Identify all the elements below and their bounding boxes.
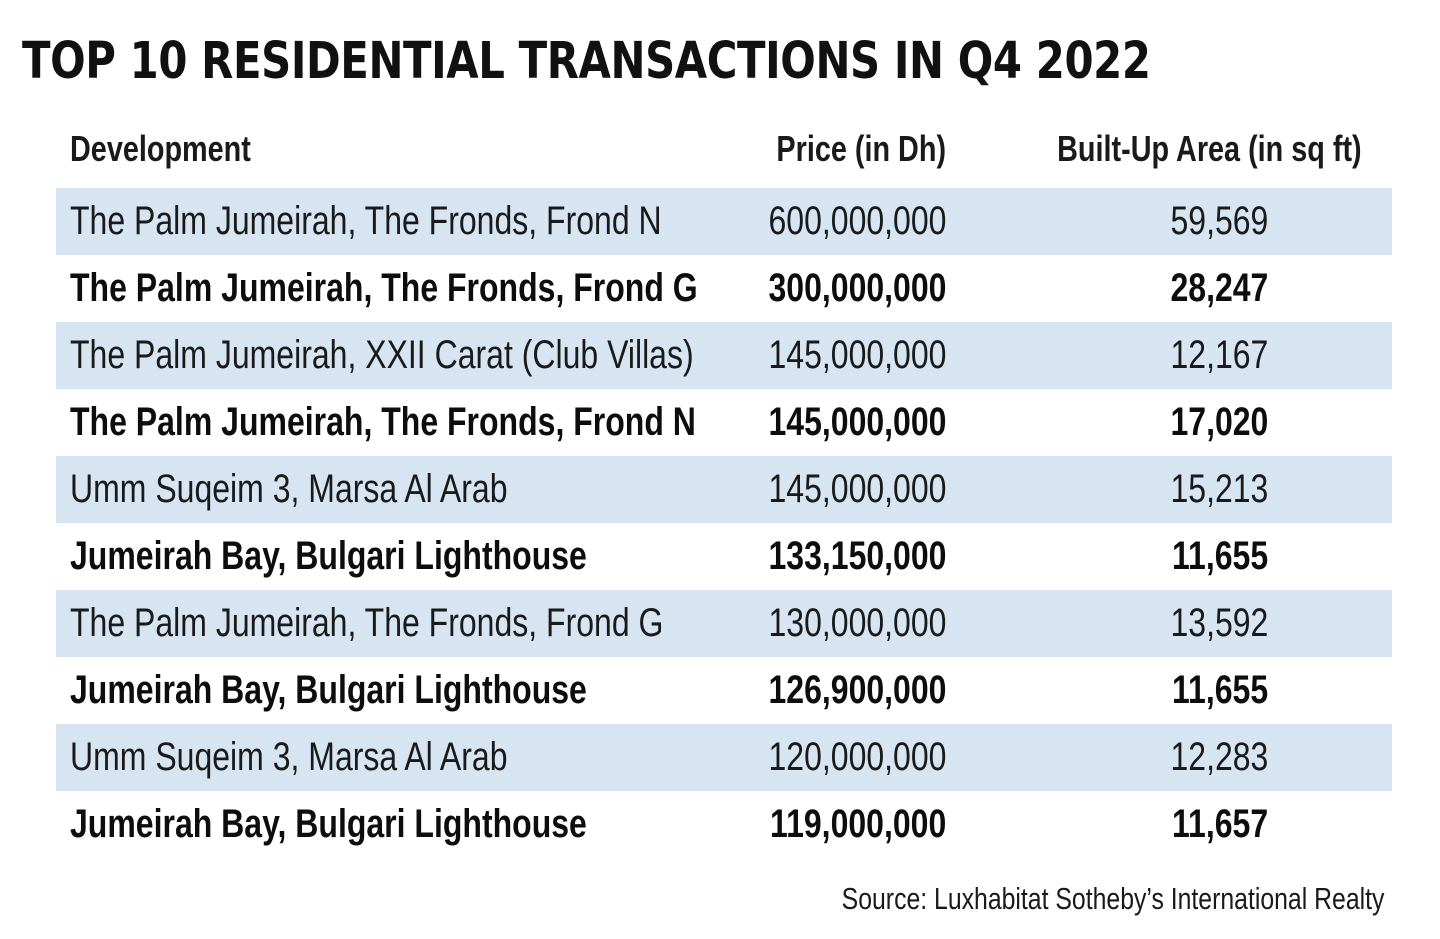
cell-development: Umm Suqeim 3, Marsa Al Arab — [70, 735, 508, 779]
table-row: Jumeirah Bay, Bulgari Lighthouse 126,900,… — [56, 657, 1392, 724]
cell-development: Jumeirah Bay, Bulgari Lighthouse — [70, 534, 587, 578]
table-row: The Palm Jumeirah, The Fronds, Frond N 14… — [56, 389, 1392, 456]
header-area: Built-Up Area (in sq ft) — [1057, 128, 1362, 169]
table-row: Umm Suqeim 3, Marsa Al Arab 145,000,000 15… — [56, 456, 1392, 523]
cell-development: The Palm Jumeirah, XXII Carat (Club Vill… — [70, 333, 694, 377]
cell-development: The Palm Jumeirah, The Fronds, Frond N — [70, 400, 696, 444]
table-header: Development Price (in Dh) Built-Up Area … — [56, 118, 1392, 180]
cell-area: 12,167 — [1170, 333, 1268, 377]
cell-area: 11,655 — [1171, 534, 1268, 578]
cell-development: Jumeirah Bay, Bulgari Lighthouse — [70, 668, 587, 712]
chart-title: TOP 10 RESIDENTIAL TRANSACTIONS IN Q4 20… — [22, 32, 1151, 91]
table-row: Jumeirah Bay, Bulgari Lighthouse 133,150,… — [56, 523, 1392, 590]
cell-area: 15,213 — [1170, 467, 1268, 511]
cell-price: 145,000,000 — [768, 333, 946, 377]
source-note: Source: Luxhabitat Sotheby’s Internation… — [841, 881, 1384, 916]
table-body: The Palm Jumeirah, The Fronds, Frond N 60… — [56, 188, 1392, 858]
header-price: Price (in Dh) — [776, 128, 946, 169]
cell-development: The Palm Jumeirah, The Fronds, Frond G — [70, 601, 664, 645]
cell-price: 119,000,000 — [769, 802, 946, 846]
cell-area: 11,655 — [1171, 668, 1268, 712]
cell-development: Umm Suqeim 3, Marsa Al Arab — [70, 467, 508, 511]
cell-area: 59,569 — [1170, 199, 1268, 243]
cell-price: 145,000,000 — [768, 400, 946, 444]
cell-area: 12,283 — [1170, 735, 1268, 779]
cell-price: 120,000,000 — [768, 735, 946, 779]
cell-price: 133,150,000 — [768, 534, 946, 578]
cell-price: 600,000,000 — [768, 199, 946, 243]
cell-area: 17,020 — [1170, 400, 1268, 444]
cell-development: The Palm Jumeirah, The Fronds, Frond N — [70, 199, 662, 243]
table-row: Umm Suqeim 3, Marsa Al Arab 120,000,000 12… — [56, 724, 1392, 791]
cell-area: 13,592 — [1170, 601, 1268, 645]
cell-development: Jumeirah Bay, Bulgari Lighthouse — [70, 802, 587, 846]
cell-area: 11,657 — [1171, 802, 1268, 846]
table-row: Jumeirah Bay, Bulgari Lighthouse 119,000,… — [56, 791, 1392, 858]
cell-price: 300,000,000 — [768, 266, 946, 310]
table-row: The Palm Jumeirah, The Fronds, Frond N 60… — [56, 188, 1392, 255]
cell-development: The Palm Jumeirah, The Fronds, Frond G — [70, 266, 698, 310]
cell-price: 126,900,000 — [768, 668, 946, 712]
table-row: The Palm Jumeirah, The Fronds, Frond G 13… — [56, 590, 1392, 657]
cell-area: 28,247 — [1170, 266, 1268, 310]
cell-price: 145,000,000 — [768, 467, 946, 511]
header-development: Development — [70, 128, 251, 169]
cell-price: 130,000,000 — [768, 601, 946, 645]
table-row: The Palm Jumeirah, XXII Carat (Club Vill… — [56, 322, 1392, 389]
table-row: The Palm Jumeirah, The Fronds, Frond G 30… — [56, 255, 1392, 322]
